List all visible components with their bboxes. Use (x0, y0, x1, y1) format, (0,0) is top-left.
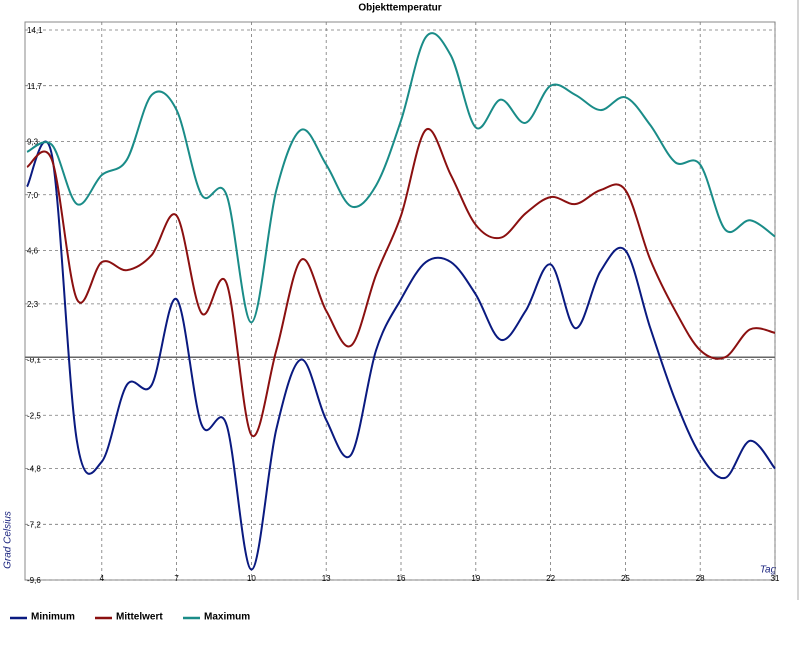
y-tick-label: 4,6 (27, 247, 39, 256)
legend-label: Mittelwert (116, 612, 163, 623)
y-tick-label: 7,0 (27, 191, 39, 200)
y-tick-label: 9,3 (27, 138, 39, 147)
x-tick-label: 16 (397, 574, 406, 583)
legend-label: Maximum (204, 612, 250, 623)
y-tick-label: -0,1 (27, 356, 41, 365)
x-axis-label: Tag (760, 565, 777, 576)
x-tick-label: 22 (546, 574, 555, 583)
legend-label: Minimum (31, 612, 75, 623)
x-tick-label: 28 (696, 574, 705, 583)
series-line (26, 128, 776, 438)
series-line (26, 32, 776, 324)
y-tick-label: 2,3 (27, 300, 39, 309)
y-tick-label: -7,2 (27, 520, 41, 529)
y-tick-label: 14,1 (27, 26, 43, 35)
y-tick-label: -9,6 (27, 576, 41, 585)
x-tick-label: 31 (771, 574, 780, 583)
series-line (26, 140, 776, 571)
x-tick-label: 19 (471, 574, 480, 583)
x-tick-label: 4 (100, 574, 105, 583)
x-tick-label: 13 (322, 574, 331, 583)
x-tick-label: 10 (247, 574, 256, 583)
y-tick-label: -4,8 (27, 465, 41, 474)
x-tick-label: 7 (174, 574, 179, 583)
chart-title: Objekttemperatur (358, 3, 441, 14)
y-tick-label: -2,5 (27, 411, 41, 420)
y-axis-label: Grad Celsius (3, 511, 14, 569)
y-tick-label: 11,7 (27, 82, 43, 91)
x-tick-label: 25 (621, 574, 630, 583)
